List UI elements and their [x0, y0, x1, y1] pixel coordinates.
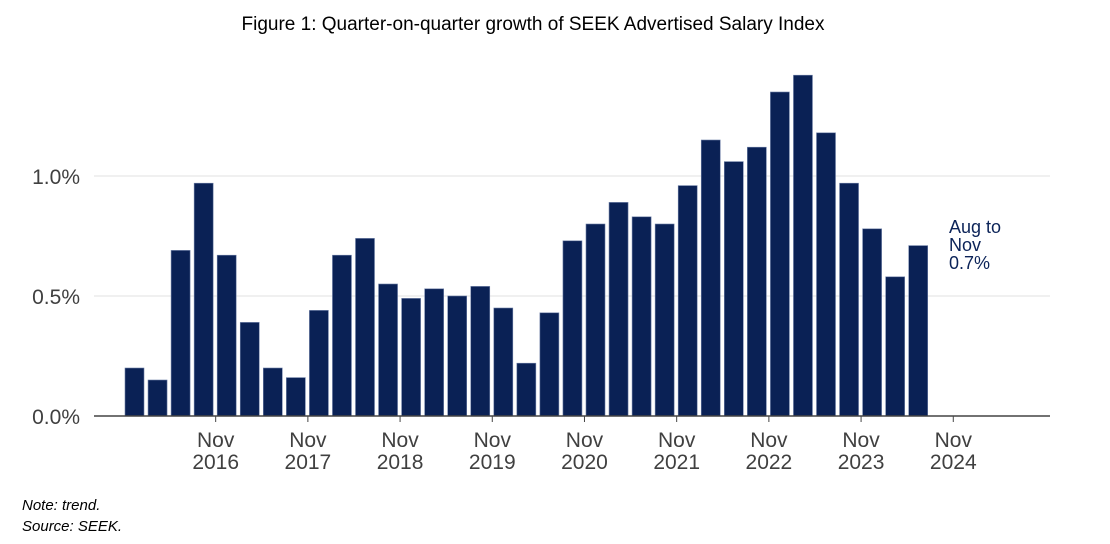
bar — [262, 367, 283, 417]
bar — [239, 322, 260, 417]
x-tick-label: Nov — [935, 429, 973, 452]
bar — [816, 132, 836, 417]
bar — [677, 185, 698, 417]
bars — [124, 74, 929, 417]
bar — [723, 161, 744, 417]
bar — [908, 245, 929, 417]
x-tick-label: 2021 — [653, 451, 700, 474]
chart-title: Figure 1: Quarter-on-quarter growth of S… — [241, 14, 825, 35]
annotation-text: 0.7% — [949, 253, 990, 273]
bar — [401, 298, 421, 417]
x-tick-label: 2017 — [285, 451, 332, 474]
x-tick-label: 2016 — [192, 451, 239, 474]
note-text: Note: trend. — [22, 497, 101, 514]
bar — [770, 91, 790, 417]
x-tick-label: 2023 — [838, 451, 885, 474]
bar — [585, 223, 606, 417]
bar — [608, 202, 629, 417]
y-tick-label: 1.0% — [32, 166, 80, 189]
bar — [700, 139, 721, 417]
bar — [539, 312, 560, 417]
bar — [332, 254, 352, 417]
x-tick-label: 2019 — [469, 451, 516, 474]
bar — [309, 310, 329, 417]
x-tick-label: 2020 — [561, 451, 608, 474]
bar — [124, 367, 145, 417]
y-tick-label: 0.0% — [32, 406, 80, 429]
bar — [885, 276, 905, 417]
bar — [470, 286, 491, 417]
bar — [286, 377, 306, 417]
source-text: Source: SEEK. — [22, 518, 123, 535]
bar — [516, 362, 537, 417]
bar — [793, 74, 813, 417]
bar — [355, 238, 375, 417]
x-tick-label: Nov — [566, 429, 604, 452]
bar — [378, 283, 398, 417]
bar — [170, 250, 191, 417]
x-tick-label: Nov — [842, 429, 880, 452]
bar — [147, 379, 168, 417]
y-axis-ticks: 0.0% 0.5% 1.0% — [32, 166, 80, 429]
bar — [747, 146, 767, 417]
bar — [424, 288, 444, 417]
bar — [839, 182, 859, 417]
annotation-text: Aug to — [949, 217, 1001, 237]
x-tick-label: Nov — [197, 429, 235, 452]
bar — [493, 307, 514, 417]
x-tick-label: Nov — [658, 429, 696, 452]
x-tick-label: Nov — [750, 429, 788, 452]
x-tick-label: Nov — [474, 429, 512, 452]
bar — [862, 228, 882, 417]
x-tick-label: Nov — [289, 429, 327, 452]
x-tick-label: Nov — [381, 429, 419, 452]
bar — [562, 240, 583, 417]
x-tick-label: 2024 — [930, 451, 977, 474]
annotation-text: Nov — [949, 235, 981, 255]
x-tick-label: 2018 — [377, 451, 424, 474]
x-tick-label: 2022 — [746, 451, 793, 474]
bar — [447, 295, 468, 417]
x-axis-ticks: Nov2016Nov2017Nov2018Nov2019Nov2020Nov20… — [192, 416, 977, 474]
bar — [631, 216, 652, 417]
bar — [654, 223, 675, 417]
bar — [193, 182, 214, 417]
bar — [216, 254, 237, 417]
y-tick-label: 0.5% — [32, 286, 80, 309]
